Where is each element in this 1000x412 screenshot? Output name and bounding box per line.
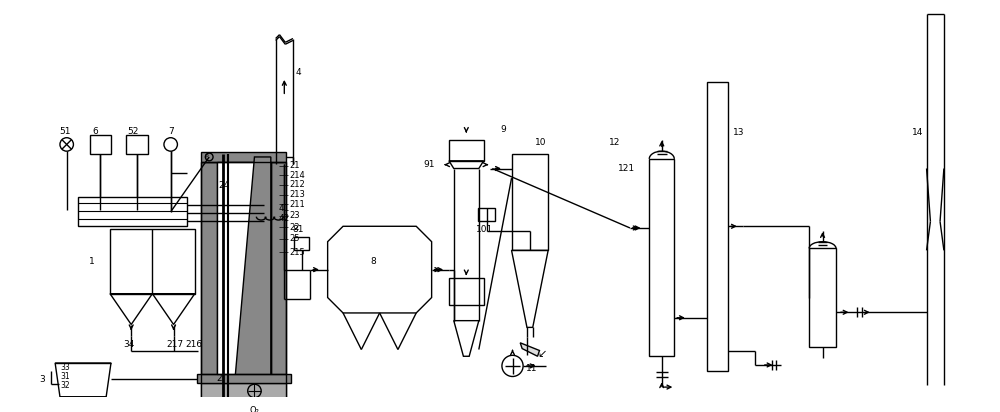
Text: 6: 6: [93, 127, 98, 136]
Bar: [110, 229, 195, 294]
Bar: [649, 159, 674, 356]
Bar: [449, 140, 484, 161]
Bar: [707, 82, 728, 371]
Polygon shape: [217, 162, 271, 398]
Text: 4: 4: [296, 68, 301, 77]
Text: 22: 22: [289, 223, 300, 232]
Polygon shape: [197, 374, 291, 383]
Text: 10: 10: [535, 138, 546, 147]
Bar: [78, 197, 187, 226]
Text: 31: 31: [60, 372, 70, 381]
Text: 214: 214: [289, 171, 305, 180]
Text: 216: 216: [185, 340, 202, 349]
Text: 101: 101: [476, 225, 493, 234]
Text: 9: 9: [500, 126, 506, 134]
Text: O₂: O₂: [250, 406, 260, 412]
Text: 1: 1: [89, 258, 95, 267]
Text: P: P: [204, 154, 208, 159]
Text: 42: 42: [279, 214, 290, 223]
Text: 213: 213: [289, 190, 305, 199]
Text: 11: 11: [526, 364, 537, 373]
Text: 51: 51: [59, 127, 70, 136]
Text: ↙: ↙: [538, 349, 547, 359]
Bar: [809, 248, 836, 346]
Text: 41: 41: [279, 204, 290, 213]
Text: 212: 212: [289, 180, 305, 190]
Polygon shape: [271, 162, 286, 383]
Text: 32: 32: [60, 381, 70, 390]
Polygon shape: [201, 383, 286, 398]
Text: 21: 21: [289, 161, 300, 170]
Text: 121: 121: [618, 164, 636, 173]
Polygon shape: [201, 152, 286, 162]
Polygon shape: [201, 383, 286, 398]
Text: 12: 12: [609, 138, 620, 147]
Polygon shape: [520, 343, 539, 356]
Text: 215: 215: [289, 248, 305, 257]
Text: 3: 3: [40, 375, 45, 384]
Text: 13: 13: [733, 129, 745, 137]
Text: 25: 25: [289, 234, 300, 243]
Bar: [512, 154, 548, 250]
Bar: [294, 237, 309, 250]
Bar: [449, 278, 484, 305]
Text: 2: 2: [216, 374, 222, 383]
Polygon shape: [230, 157, 271, 412]
Text: 23: 23: [289, 211, 300, 220]
Text: 14: 14: [912, 129, 924, 137]
Text: 33: 33: [60, 363, 70, 372]
Text: 8: 8: [370, 258, 376, 267]
Text: 211: 211: [289, 200, 305, 208]
Text: 217: 217: [166, 340, 183, 349]
Text: 24: 24: [218, 181, 229, 190]
Bar: [478, 208, 495, 222]
Bar: [126, 135, 148, 154]
Polygon shape: [201, 162, 217, 383]
Text: 52: 52: [127, 127, 139, 136]
Text: 7: 7: [168, 127, 174, 136]
Text: 91: 91: [423, 160, 434, 169]
Text: 34: 34: [124, 340, 135, 349]
Bar: [90, 135, 111, 154]
Text: 81: 81: [292, 225, 304, 234]
